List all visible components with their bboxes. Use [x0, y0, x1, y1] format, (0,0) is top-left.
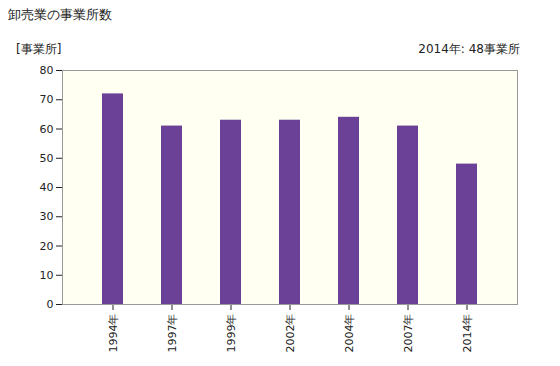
- svg-text:0: 0: [47, 298, 54, 311]
- svg-text:70: 70: [40, 93, 54, 106]
- svg-text:1994年: 1994年: [107, 314, 120, 353]
- svg-text:40: 40: [40, 181, 54, 194]
- svg-text:30: 30: [40, 210, 54, 223]
- svg-text:1997年: 1997年: [166, 314, 179, 353]
- svg-text:80: 80: [40, 64, 54, 77]
- svg-text:2014年: 2014年: [461, 314, 474, 353]
- html-text:[事業所]: [事業所]: [16, 42, 62, 56]
- svg-text:50: 50: [40, 152, 54, 165]
- html-text:卸売業の事業所数: 卸売業の事業所数: [8, 7, 112, 22]
- svg-text:2007年: 2007年: [402, 314, 415, 353]
- svg-text:2004年: 2004年: [343, 314, 356, 353]
- svg-text:20: 20: [40, 240, 54, 253]
- svg-text:60: 60: [40, 123, 54, 136]
- html-text:2014年: 48事業所: 2014年: 48事業所: [418, 42, 520, 56]
- svg-text:10: 10: [40, 269, 54, 282]
- svg-text:1999年: 1999年: [225, 314, 238, 353]
- svg-text:2002年: 2002年: [284, 314, 297, 353]
